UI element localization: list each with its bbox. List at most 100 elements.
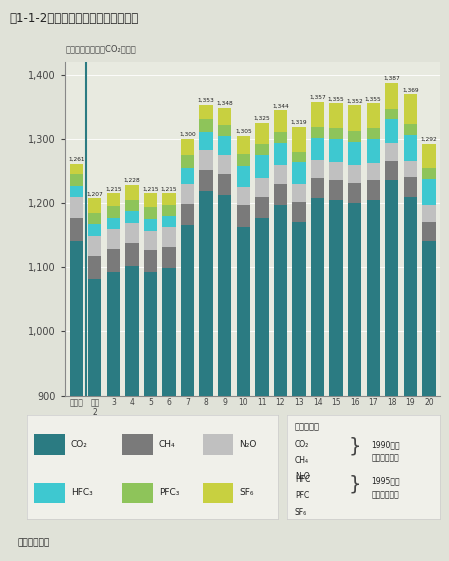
Bar [274,205,287,396]
Bar [163,247,176,268]
Text: 1,305: 1,305 [235,128,251,134]
Bar [199,132,213,150]
Text: PFC: PFC [295,491,309,500]
Bar [292,183,306,201]
Bar [311,178,324,199]
Bar [311,102,324,127]
Bar [385,119,398,143]
Bar [218,174,231,195]
Bar [292,152,306,162]
Bar [181,204,194,226]
Bar [181,226,194,396]
Bar [218,155,231,174]
Text: 1,215: 1,215 [142,186,159,191]
Text: CH₄: CH₄ [159,440,176,449]
Bar [311,160,324,178]
Bar [366,163,380,181]
Bar [330,128,343,139]
Bar [88,279,101,396]
Bar [404,135,417,160]
Bar [144,231,157,250]
Bar [348,105,361,131]
Text: 《基準年》: 《基準年》 [295,422,320,431]
Bar [181,168,194,185]
Text: 1,355: 1,355 [328,96,344,102]
Bar [107,229,120,249]
Bar [385,180,398,396]
Text: HFC₃: HFC₃ [71,489,92,498]
Bar [199,105,213,119]
Bar [348,203,361,396]
Bar [70,241,83,396]
Bar [70,174,83,186]
Bar [88,256,101,279]
Text: HFC: HFC [295,475,310,484]
Bar [203,434,233,454]
Bar [218,125,231,136]
Bar [88,199,101,213]
Bar [144,272,157,396]
Bar [144,219,157,231]
Text: PFC₃: PFC₃ [159,489,179,498]
Text: （年度）: （年度） [418,426,440,435]
Text: （平成７年）: （平成７年） [371,490,399,499]
Bar [255,196,269,218]
Bar [35,482,65,503]
Bar [348,183,361,203]
Bar [163,227,176,247]
Bar [404,196,417,396]
Bar [199,169,213,191]
Text: CO₂: CO₂ [295,440,309,449]
Text: 1,215: 1,215 [105,186,122,191]
Bar [218,195,231,396]
Bar [88,224,101,236]
Text: 1,357: 1,357 [309,95,326,100]
Text: N₂O: N₂O [239,440,257,449]
Text: SF₆: SF₆ [239,489,254,498]
Bar [125,223,139,243]
Bar [255,178,269,196]
Bar [348,131,361,142]
Bar [311,127,324,138]
Bar [292,201,306,222]
Bar [311,138,324,160]
Text: 1,369: 1,369 [402,88,418,93]
Bar [422,144,436,168]
Text: 1,344: 1,344 [272,104,289,109]
Bar [330,200,343,396]
Text: 1,228: 1,228 [123,178,140,183]
Bar [404,177,417,196]
Bar [199,150,213,169]
Bar [35,434,65,454]
Text: 1,319: 1,319 [291,119,307,125]
Bar [70,218,83,241]
Bar [107,272,120,396]
Text: 1,355: 1,355 [365,96,382,102]
Bar [422,241,436,396]
Bar [330,139,343,162]
Bar [348,142,361,165]
Bar [125,243,139,266]
Bar [163,216,176,227]
Bar [203,482,233,503]
Text: 1,325: 1,325 [254,116,270,121]
Bar [237,165,250,187]
Bar [255,218,269,396]
Bar [274,183,287,205]
Bar [123,434,153,454]
Text: }: } [348,474,361,493]
Bar [237,136,250,154]
Text: 1,387: 1,387 [383,76,400,81]
Text: SF₆: SF₆ [295,508,307,517]
Bar [125,266,139,396]
Bar [163,205,176,216]
Bar [404,160,417,177]
Bar [385,109,398,119]
Bar [107,249,120,272]
Text: 資料：環境省: 資料：環境省 [18,538,50,547]
Bar [330,180,343,200]
Bar [88,236,101,256]
Bar [199,119,213,132]
Bar [311,199,324,396]
Bar [422,178,436,205]
